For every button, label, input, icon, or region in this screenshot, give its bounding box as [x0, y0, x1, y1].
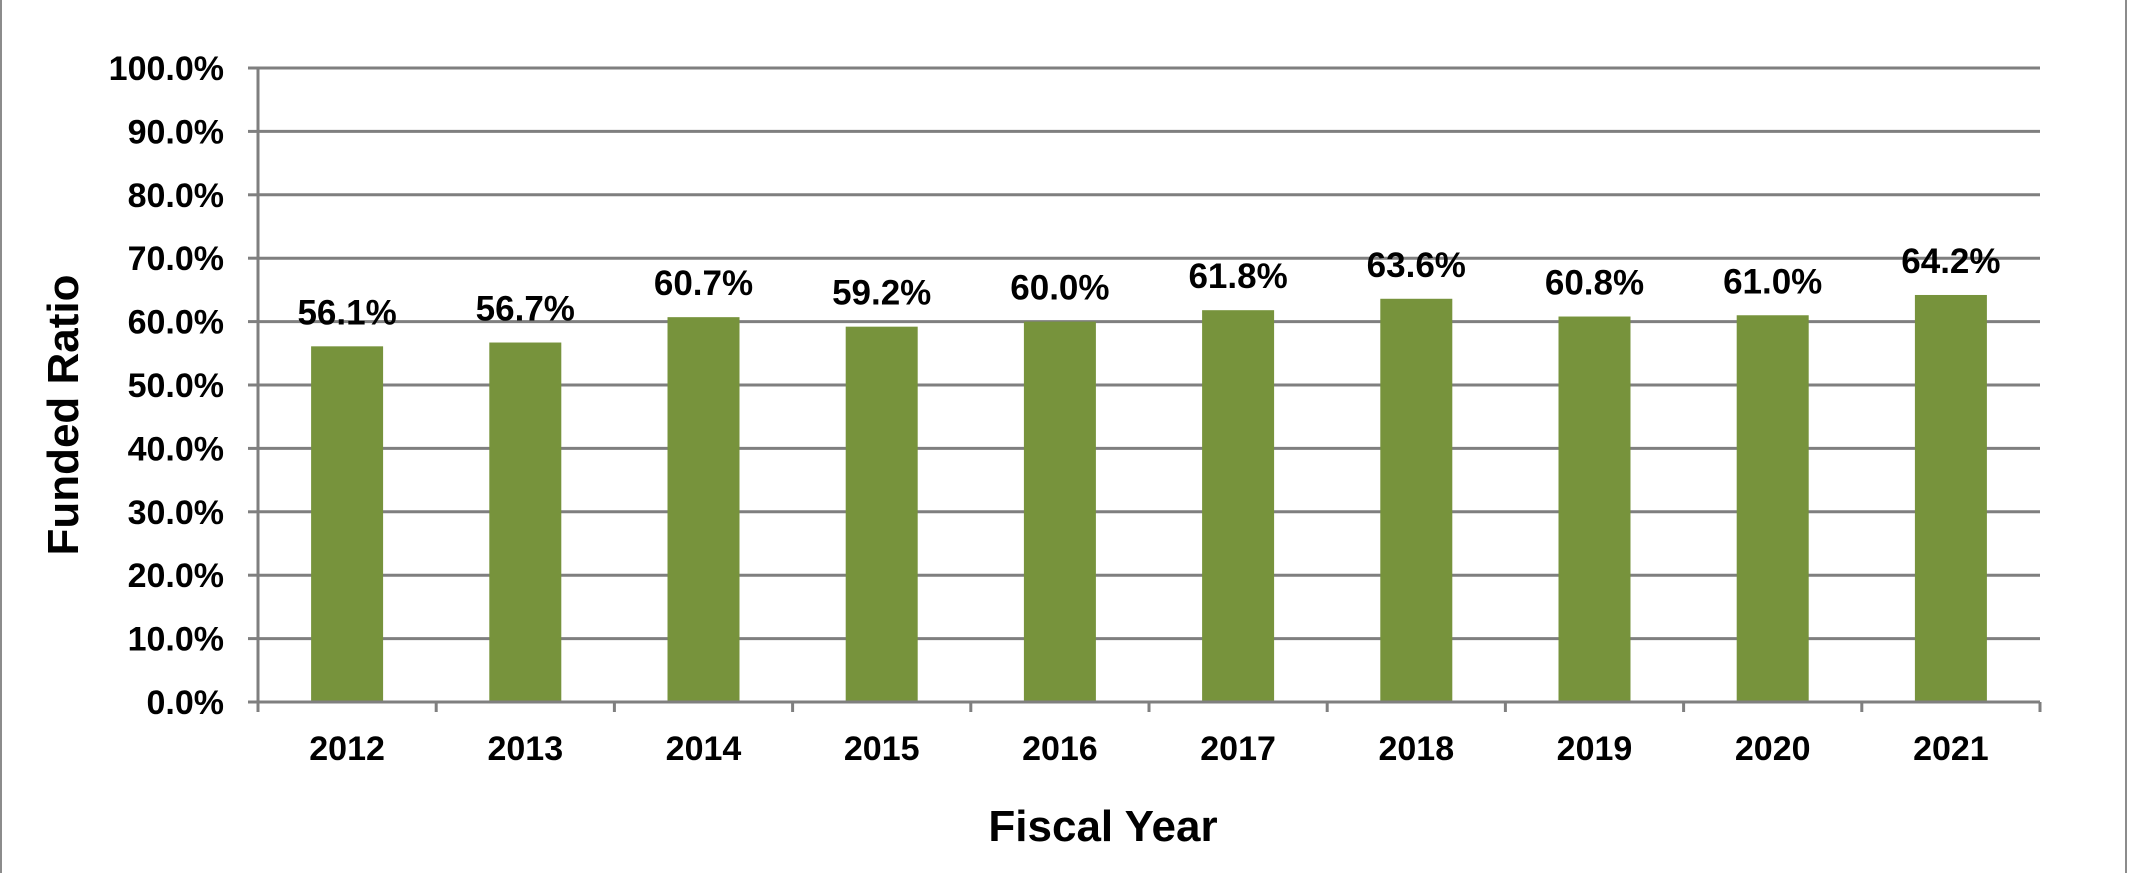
bars — [311, 294, 1987, 702]
x-tick-label: 2018 — [1378, 730, 1454, 768]
x-tick-label: 2012 — [309, 730, 385, 768]
y-tick-label: 50.0% — [128, 367, 224, 405]
y-tick-label: 70.0% — [128, 240, 224, 278]
bar-2013 — [489, 342, 562, 702]
y-tick-label: 40.0% — [128, 430, 224, 468]
x-tick-label: 2021 — [1913, 730, 1989, 768]
data-label-2019: 60.8% — [1545, 264, 1644, 303]
x-axis-title: Fiscal Year — [988, 802, 1217, 851]
data-labels: 56.1% 56.7% 60.7% 59.2% 60.0% 61.8% 63.6% 60.8%… — [297, 242, 2000, 332]
bar-2019 — [1558, 316, 1631, 702]
data-label-2017: 61.8% — [1188, 257, 1287, 296]
data-label-2014: 60.7% — [654, 264, 753, 303]
y-tick-label: 0.0% — [147, 684, 225, 722]
bar-2016 — [1023, 321, 1096, 702]
data-label-2015: 59.2% — [832, 274, 931, 313]
x-tick-label: 2020 — [1735, 730, 1811, 768]
x-tick-label: 2013 — [487, 730, 563, 768]
bar-2017 — [1202, 310, 1275, 702]
y-tick-label: 100.0% — [109, 50, 224, 88]
x-tick-label: 2014 — [666, 730, 742, 768]
y-axis-title: Funded Ratio — [39, 274, 88, 555]
bar-2012 — [311, 346, 384, 702]
y-tick-label: 90.0% — [128, 113, 224, 151]
y-tick-label: 80.0% — [128, 177, 224, 215]
y-tick-label: 20.0% — [128, 557, 224, 595]
data-label-2012: 56.1% — [297, 293, 396, 332]
data-label-2016: 60.0% — [1010, 269, 1109, 308]
bar-2018 — [1380, 298, 1453, 702]
x-tick-label: 2019 — [1557, 730, 1633, 768]
y-tick-labels: 0.0% 10.0% 20.0% 30.0% 40.0% 50.0% 60.0% 70.0% 8… — [109, 50, 224, 722]
x-tick-labels: 2012 2013 2014 2015 2016 2017 2018 2019 2020 2021 — [309, 730, 1988, 768]
y-tick-label: 30.0% — [128, 494, 224, 532]
x-tick-label: 2015 — [844, 730, 920, 768]
x-tick-label: 2017 — [1200, 730, 1276, 768]
bar-2014 — [667, 317, 740, 702]
bar-2015 — [845, 326, 918, 702]
data-label-2021: 64.2% — [1901, 242, 2000, 281]
bar-2020 — [1736, 315, 1809, 702]
data-label-2020: 61.0% — [1723, 262, 1822, 301]
y-tick-label: 10.0% — [128, 621, 224, 659]
axes — [256, 68, 2042, 712]
bar-2021 — [1914, 294, 1987, 702]
data-label-2013: 56.7% — [476, 290, 575, 329]
y-tick-label: 60.0% — [128, 304, 224, 342]
data-label-2018: 63.6% — [1367, 246, 1466, 285]
x-tick-label: 2016 — [1022, 730, 1098, 768]
